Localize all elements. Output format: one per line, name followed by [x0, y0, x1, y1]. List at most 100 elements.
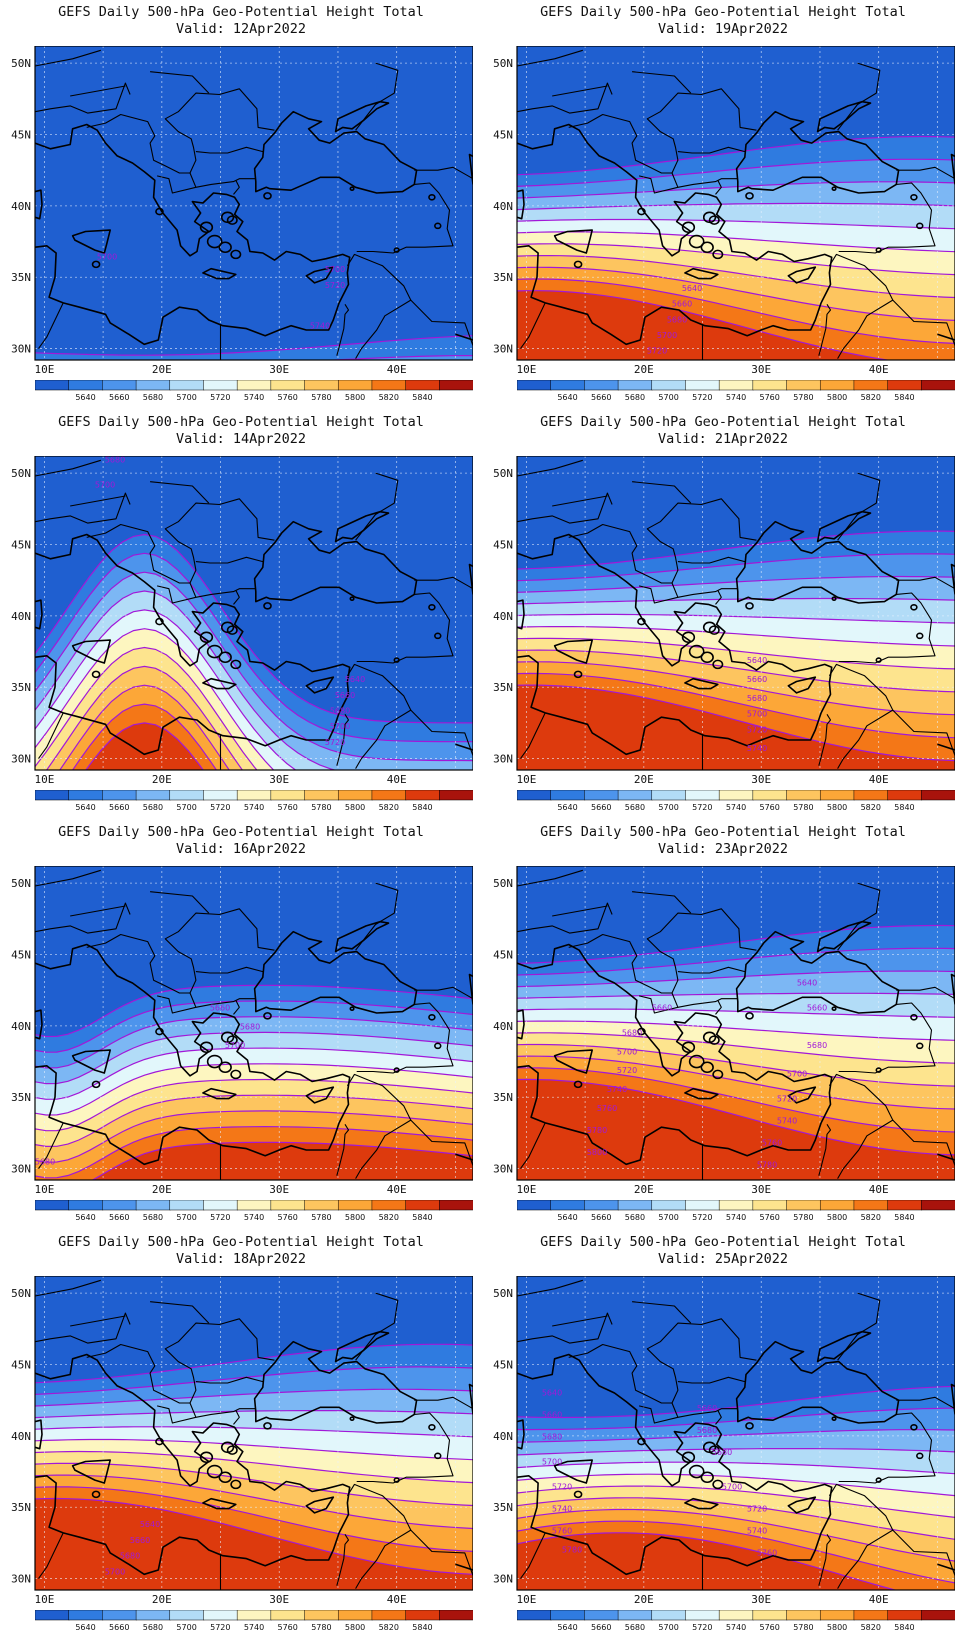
- map-svg: 5680 5700 5640 5660 5680 5700 5720 50N 45N 40N 35N…: [11, 456, 473, 786]
- island-4: [708, 1035, 720, 1045]
- contour-label: 5700: [787, 1069, 807, 1078]
- coastline-5: [202, 1087, 237, 1100]
- panel-valid-date: Valid: 21Apr2022: [657, 431, 789, 447]
- island-2: [712, 1479, 724, 1490]
- contour-label: 5640: [345, 675, 365, 684]
- island-1: [218, 1471, 232, 1484]
- colorbar-swatch: [752, 379, 788, 391]
- height-band-10: [517, 1079, 955, 1180]
- lat-label: 40N: [493, 200, 513, 213]
- colorbar-label: 5780: [793, 1623, 813, 1632]
- height-band-8: [35, 360, 473, 380]
- lon-label: 20E: [152, 773, 172, 786]
- country-border-0: [35, 492, 131, 524]
- contour-label: 5660: [542, 1410, 562, 1419]
- contour-labels: 5640 5660 5680 5700 5720: [647, 284, 702, 356]
- contour-line-0: [35, 984, 473, 1038]
- country-border-4: [195, 998, 256, 1008]
- country-border-1: [568, 1343, 679, 1424]
- forecast-panel: GEFS Daily 500-hPa Geo-Potential Height …: [0, 0, 482, 410]
- contour-label: 5680: [35, 1157, 55, 1166]
- lat-lon-grid: [35, 1276, 473, 1590]
- island-8: [831, 1006, 837, 1012]
- country-border-0: [517, 1312, 613, 1344]
- lat-label: 50N: [493, 467, 513, 480]
- colorbar-swatch: [685, 1199, 720, 1211]
- panel-valid-date: Valid: 23Apr2022: [657, 841, 789, 857]
- lat-label: 30N: [11, 1163, 31, 1176]
- geography: [517, 459, 955, 770]
- colorbar-swatch: [685, 379, 720, 391]
- country-border-5: [233, 179, 240, 195]
- geography: [517, 49, 955, 360]
- height-band-3: [35, 360, 473, 380]
- colorbar-swatch: [550, 379, 586, 391]
- island-4: [708, 625, 720, 635]
- island-10: [428, 1013, 436, 1021]
- island-8: [349, 596, 355, 602]
- map-content: 5660 5680 5700 5680: [35, 866, 473, 1180]
- geography: [517, 869, 955, 1180]
- colorbar-swatch: [102, 1609, 137, 1621]
- island-7: [573, 1080, 583, 1089]
- coastline-6: [305, 1496, 335, 1514]
- island-12: [434, 632, 442, 640]
- country-border-13: [552, 905, 608, 917]
- colorbar: 5640 5660 5680 5700 5720 5740 5760 5780 5800 5820…: [516, 1609, 956, 1632]
- colorbar-svg: 5640 5660 5680 5700 5720 5740 5760 5780 5800 5820…: [516, 1199, 956, 1222]
- island-6: [155, 207, 164, 216]
- lat-label: 30N: [11, 1573, 31, 1586]
- colorbar-swatch: [921, 789, 956, 801]
- map-frame: 5640 5660 5680 5700 5720 50N 45N 40N 35N 30N 10E 20…: [493, 46, 955, 376]
- contour-labels: 5640 5660 5680 5700 5720 5740 5760 5780 5660 5680…: [542, 1388, 777, 1557]
- contour-line-0: [517, 924, 955, 964]
- country-border-9: [892, 709, 955, 756]
- contour-label: 5700: [330, 722, 350, 731]
- coastline-6: [787, 676, 817, 694]
- island-10: [910, 1013, 918, 1021]
- island-10: [428, 193, 436, 201]
- map-frame: 5640 5660 5660 5680 5680 5700 5700 5720 5720 5740…: [493, 866, 955, 1196]
- lat-label: 35N: [493, 1501, 513, 1514]
- country-border-16: [35, 1279, 101, 1297]
- island-8: [349, 186, 355, 192]
- contour-line-7: [35, 1462, 473, 1507]
- contour-line-10: [517, 684, 955, 762]
- colorbar-label: 5700: [658, 1623, 678, 1632]
- island-0: [206, 234, 223, 249]
- contour-line-10: [517, 1078, 955, 1156]
- colorbar-swatch: [819, 379, 855, 391]
- contour-labels: 5640 5660 5680 5700 5720 5740: [747, 656, 767, 753]
- colorbar-label: 5700: [658, 803, 678, 812]
- contour-label: 5720: [747, 725, 767, 734]
- country-border-5: [233, 1409, 240, 1425]
- coastline-5: [684, 267, 719, 280]
- colorbar-swatch: [617, 1609, 653, 1621]
- island-1: [700, 241, 714, 254]
- contour-label: 5700: [97, 253, 117, 262]
- island-9: [263, 192, 272, 200]
- country-border-8: [336, 304, 350, 356]
- colorbar-label: 5820: [861, 803, 881, 812]
- contour-labels: 5660 5680 5700 5680: [35, 1003, 260, 1166]
- country-border-13: [552, 85, 608, 97]
- lon-label: 40E: [869, 1593, 889, 1606]
- contour-label: 5640: [542, 1388, 562, 1397]
- colorbar: 5640 5660 5680 5700 5720 5740 5760 5780 5800 5820…: [516, 789, 956, 812]
- colorbar-swatch: [584, 379, 619, 391]
- forecast-panel: GEFS Daily 500-hPa Geo-Potential Height …: [0, 410, 482, 820]
- contour-line-5: [517, 626, 955, 647]
- colorbar-label: 5840: [894, 1623, 914, 1632]
- colorbar-label: 5760: [278, 393, 298, 402]
- colorbar-label: 5760: [760, 803, 780, 812]
- island-12: [916, 1042, 924, 1050]
- lat-label: 45N: [11, 1358, 31, 1371]
- colorbar-label: 5700: [658, 393, 678, 402]
- country-border-9: [892, 1529, 955, 1576]
- island-11: [393, 247, 400, 253]
- country-border-15: [896, 1396, 955, 1410]
- contour-label: 5700: [225, 1041, 245, 1050]
